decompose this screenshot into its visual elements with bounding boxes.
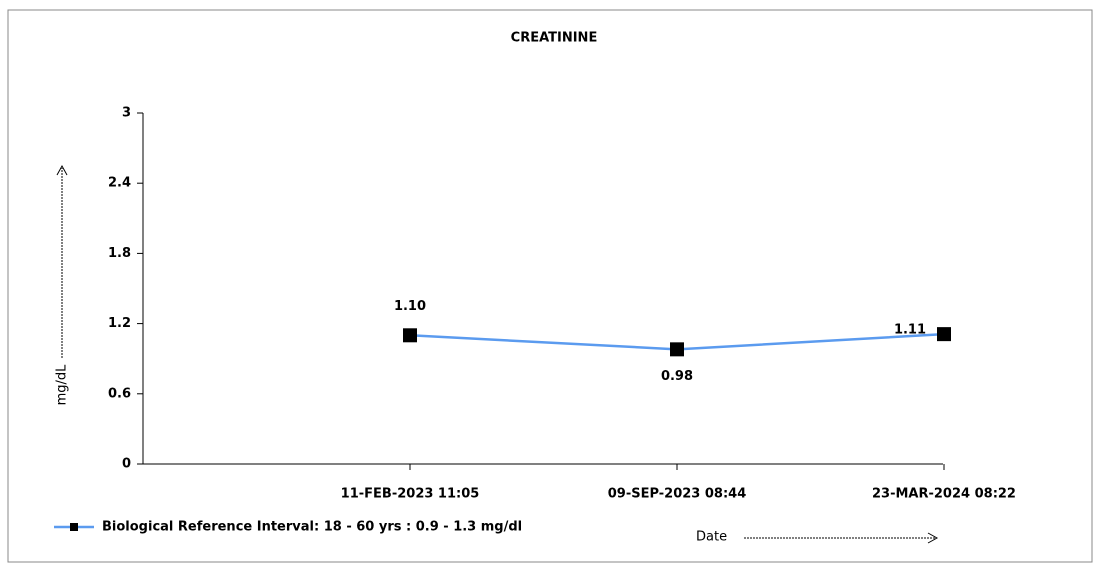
data-point [937,327,951,342]
x-arrow-head [927,532,939,544]
y-tick-label: 0.6 [108,386,131,401]
data-point [403,328,417,343]
x-tick-label: 09-SEP-2023 08:44 [608,487,747,502]
y-tick-label: 0 [122,457,131,472]
y-arrow-head [56,164,68,176]
x-tick-label: 11-FEB-2023 11:05 [341,487,480,502]
y-tick-label: 3 [122,106,131,121]
x-tick-label: 23-MAR-2024 08:22 [872,487,1016,502]
data-label: 1.11 [894,323,926,338]
data-label: 1.10 [394,299,426,314]
x-axis-label: Date [696,530,727,545]
data-label: 0.98 [661,369,693,384]
legend-label: Biological Reference Interval: 18 - 60 y… [102,520,522,535]
y-tick-label: 1.8 [108,246,131,261]
chart-title: CREATININE [511,31,598,46]
frame [7,9,1093,563]
y-tick-label: 1.2 [108,316,131,331]
legend-marker [70,523,78,531]
data-point [670,342,684,357]
y-tick-label: 2.4 [108,176,131,191]
y-axis-label: mg/dL [55,364,70,406]
